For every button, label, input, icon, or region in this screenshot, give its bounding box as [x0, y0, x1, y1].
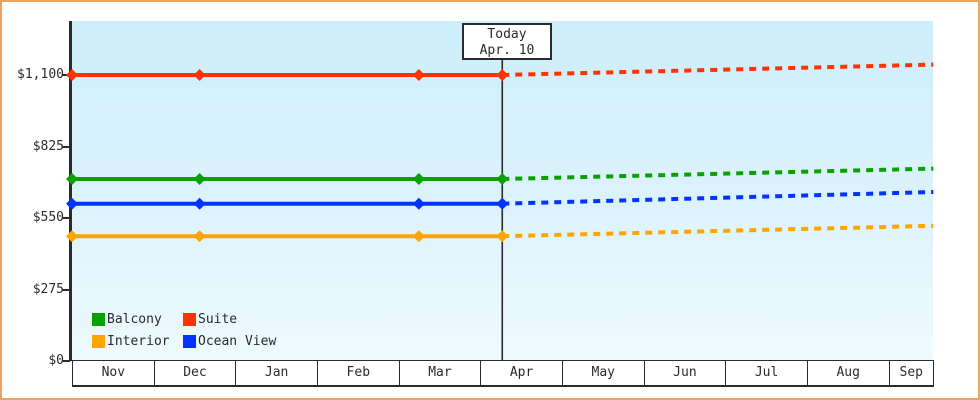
- legend-item-ocean-view: Ocean View: [183, 334, 276, 349]
- legend-swatch-icon: [183, 335, 196, 348]
- y-tick-label: $825: [32, 138, 64, 154]
- month-label-jun: Jun: [645, 361, 727, 385]
- legend-swatch-icon: [92, 335, 105, 348]
- y-tick-mark: [62, 217, 70, 219]
- month-label-jan: Jan: [236, 361, 318, 385]
- month-label-mar: Mar: [400, 361, 482, 385]
- y-tick-label: $0: [48, 353, 64, 368]
- legend-item-interior: Interior: [92, 334, 183, 349]
- x-axis-month-band: Nov Dec Jan Feb Mar Apr May Jun Jul Aug Sep: [72, 360, 934, 387]
- month-label-nov: Nov: [73, 361, 155, 385]
- y-tick-label: $1,100: [17, 67, 64, 82]
- legend-swatch-icon: [92, 313, 105, 326]
- y-tick-mark: [62, 145, 70, 148]
- month-label-sep: Sep: [899, 365, 923, 380]
- legend-label: Balcony: [107, 312, 162, 327]
- legend-item-suite: Suite: [183, 312, 276, 327]
- month-label-may: May: [563, 361, 645, 385]
- today-date: Apr. 10: [479, 43, 535, 58]
- y-tick-label: $550: [32, 210, 64, 225]
- legend-label: Ocean View: [198, 334, 277, 349]
- y-tick-mark: [62, 360, 70, 362]
- month-label-aug: Aug: [808, 361, 890, 385]
- legend-item-balcony: Balcony: [92, 312, 183, 327]
- y-tick-label: $275: [32, 281, 64, 297]
- month-label-jul: Jul: [726, 361, 808, 385]
- chart-legend: Balcony Suite Interior Ocean View: [92, 312, 276, 349]
- plot-area-background: [72, 21, 933, 361]
- month-label-apr: Apr: [481, 361, 563, 385]
- y-axis-line: [69, 21, 72, 361]
- month-label-dec: Dec: [155, 361, 237, 385]
- month-label-feb: Feb: [318, 361, 400, 385]
- today-label: Today: [487, 27, 527, 42]
- y-tick-mark: [62, 288, 70, 291]
- legend-label: Interior: [107, 334, 170, 349]
- today-annotation-box: Today Apr. 10: [462, 23, 552, 60]
- legend-label: Suite: [198, 312, 238, 327]
- legend-swatch-icon: [183, 313, 196, 326]
